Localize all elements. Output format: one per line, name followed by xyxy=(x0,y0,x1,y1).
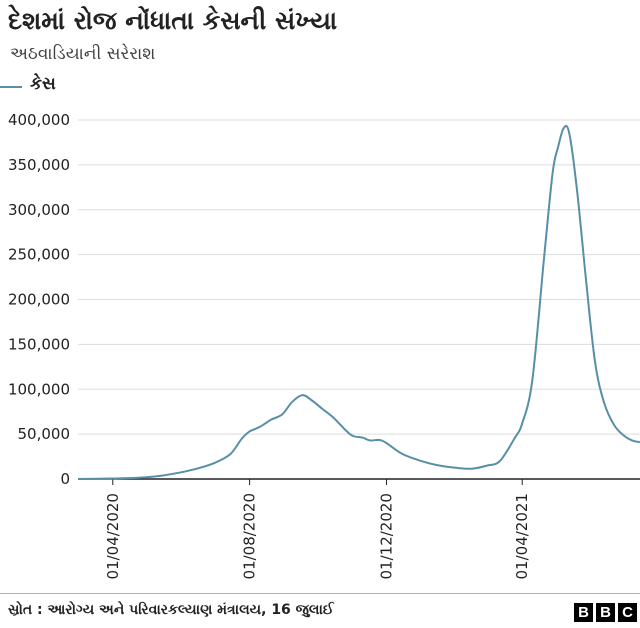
grid-lines xyxy=(78,119,640,435)
line-chart: 0 50,000 100,000 150,000 200,000 250,000 300,0… xyxy=(8,111,640,579)
bbc-logo-block: B xyxy=(574,603,593,622)
x-tick-label: 01/12/2020 xyxy=(377,493,395,579)
chart-title: દેશમાં રોજ નોંધાતા કેસની સંખ્યા xyxy=(8,6,338,35)
y-tick-label: 400,000 xyxy=(8,111,70,129)
bbc-logo-block: B xyxy=(596,603,615,622)
source-note: સ્રોત : આરોગ્ય અને પરિવારકલ્યાણ મંત્રાલય… xyxy=(8,602,334,618)
y-tick-label: 350,000 xyxy=(8,156,70,174)
x-tick-label: 01/08/2020 xyxy=(241,493,259,579)
legend-line-swatch xyxy=(0,86,22,88)
series-line xyxy=(77,124,640,480)
x-axis: 01/04/2020 01/08/2020 01/12/2020 01/04/2021 xyxy=(78,478,640,579)
x-tick-label: 01/04/2021 xyxy=(513,493,531,579)
footer-divider xyxy=(0,593,640,594)
x-tick-label: 01/04/2020 xyxy=(104,493,122,579)
y-tick-label: 250,000 xyxy=(8,246,70,264)
y-axis-tick-labels: 0 50,000 100,000 150,000 200,000 250,000 300,0… xyxy=(8,111,70,488)
series-layer xyxy=(77,124,640,480)
bbc-logo: B B C xyxy=(574,603,637,622)
y-tick-label: 50,000 xyxy=(18,425,71,443)
chart-subtitle: અઠવાડિયાની સરેરાશ xyxy=(10,44,156,64)
y-tick-label: 300,000 xyxy=(8,201,70,219)
y-tick-label: 150,000 xyxy=(8,335,70,353)
bbc-logo-block: C xyxy=(618,603,637,622)
legend-label: કેસ xyxy=(30,74,56,94)
y-tick-label: 0 xyxy=(60,470,70,488)
y-tick-label: 100,000 xyxy=(8,380,70,398)
y-tick-label: 200,000 xyxy=(8,291,70,309)
